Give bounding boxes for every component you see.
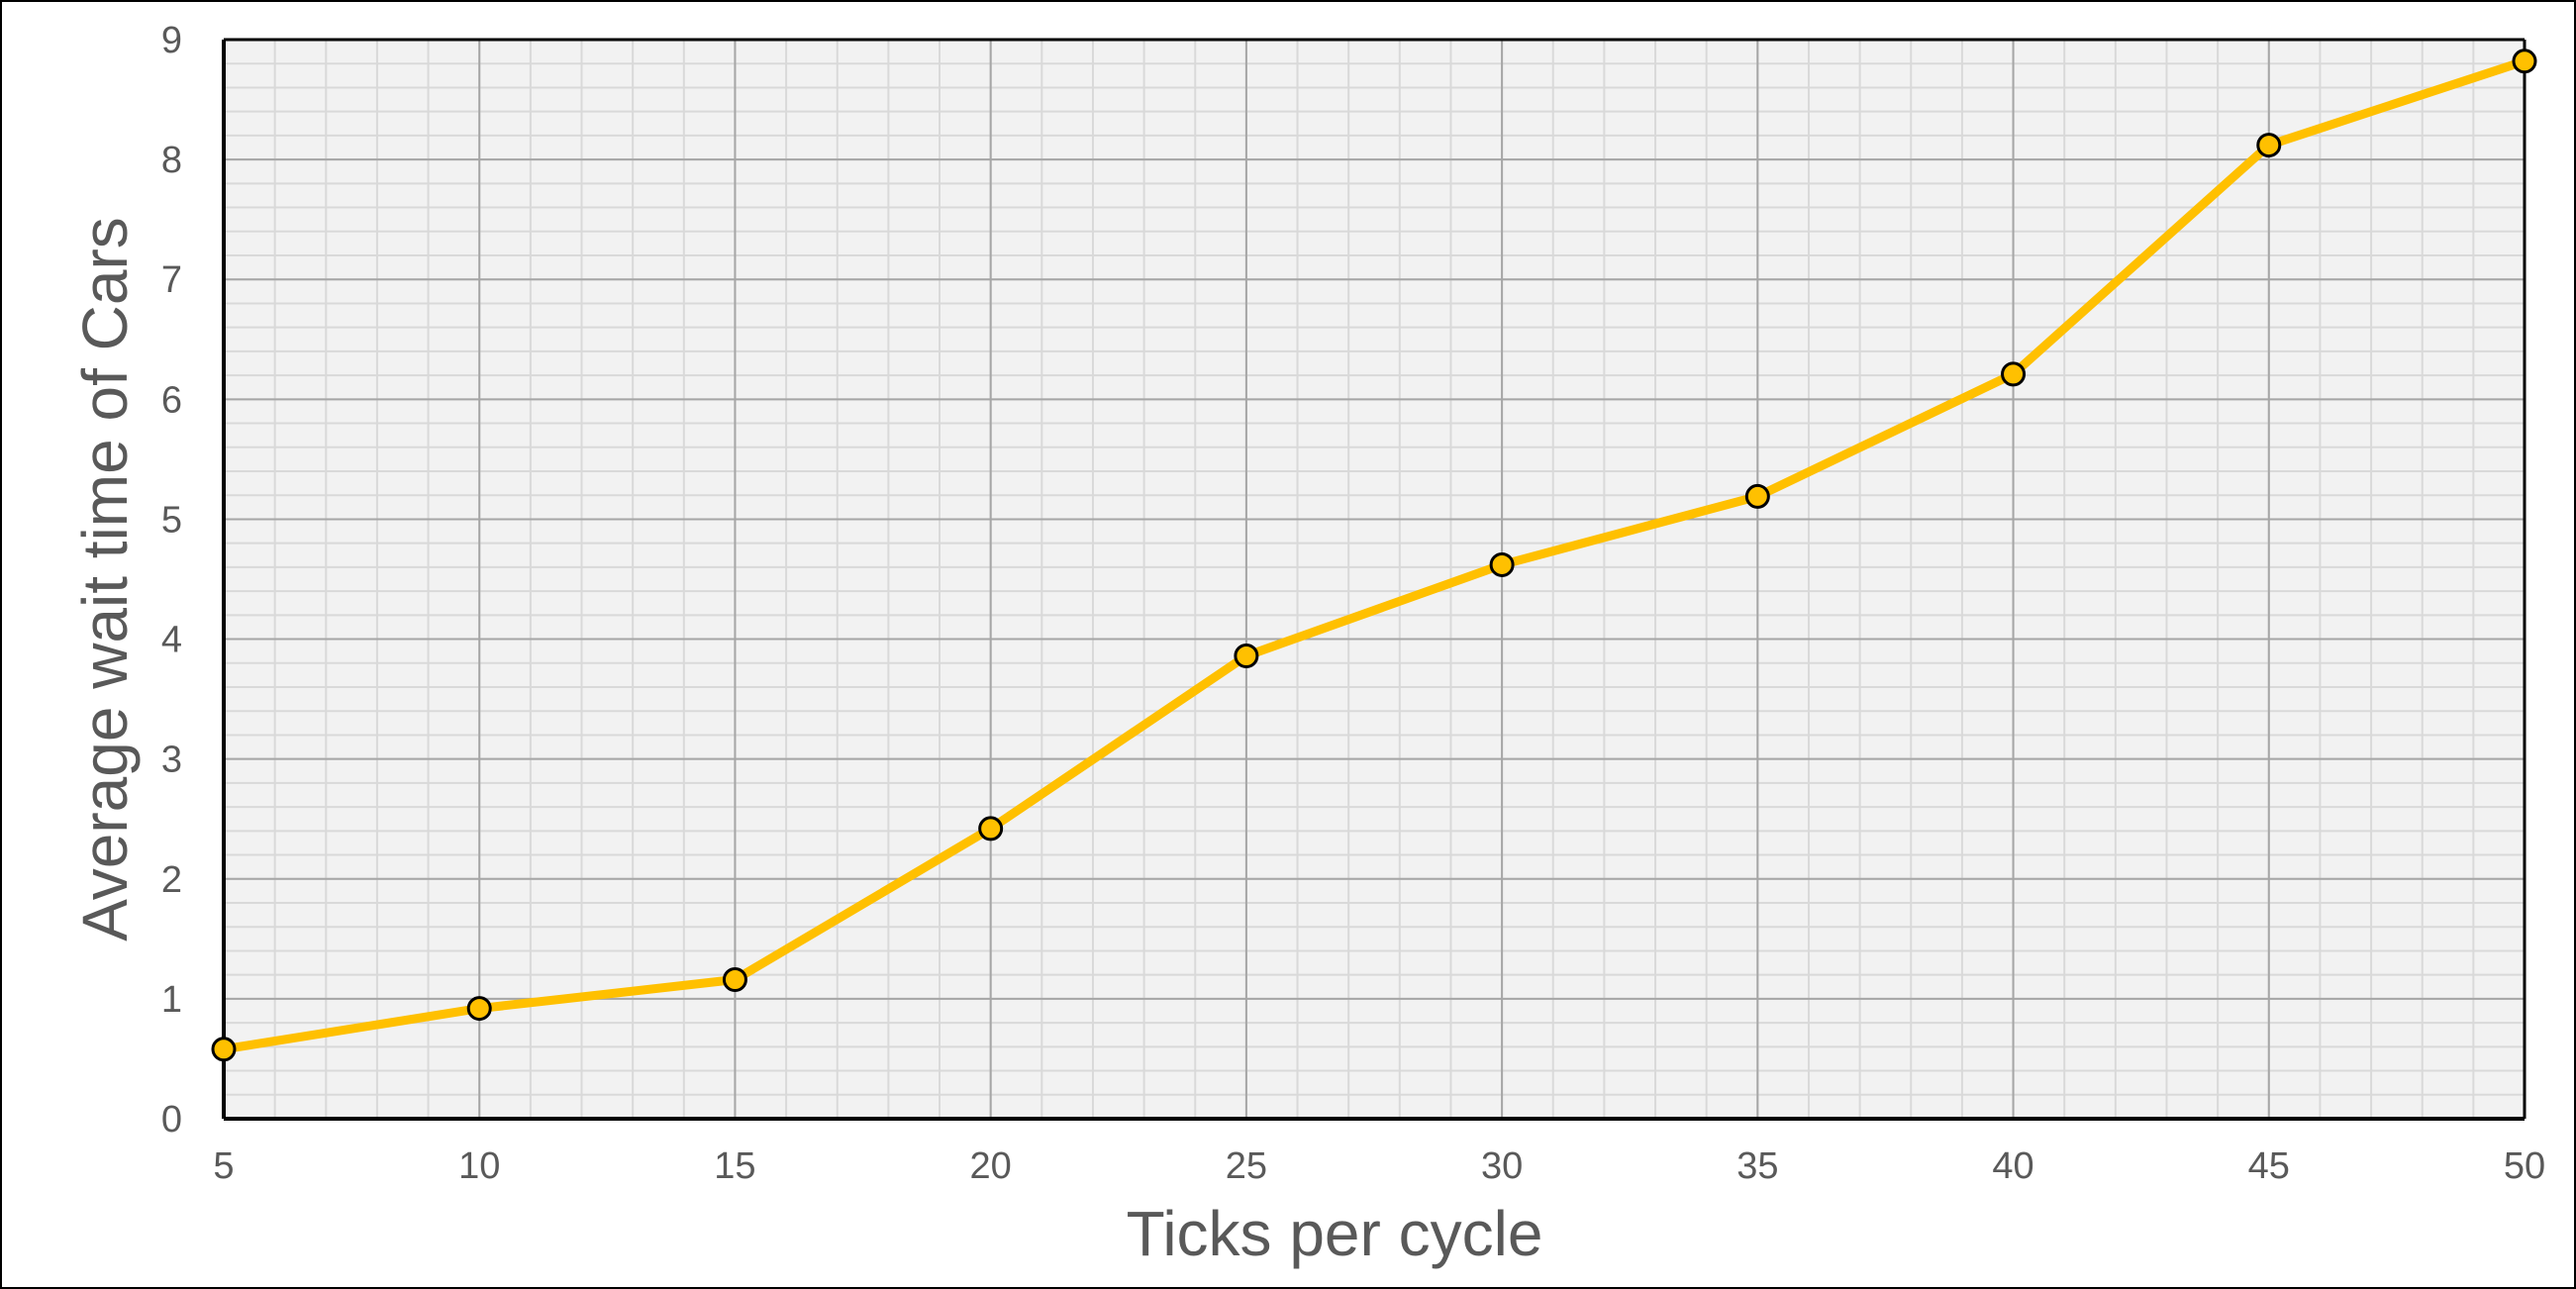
x-tick-label: 25 (1226, 1145, 1267, 1187)
data-point (1489, 551, 1515, 577)
y-tick-label: 3 (161, 740, 182, 781)
x-tick-label: 35 (1736, 1145, 1778, 1187)
data-point (2256, 133, 2282, 158)
x-tick-label: 10 (458, 1145, 500, 1187)
data-point (978, 816, 1004, 842)
y-tick-label: 1 (161, 979, 182, 1021)
y-tick-label: 7 (161, 259, 182, 301)
x-tick-label: 5 (213, 1145, 234, 1187)
y-tick-label: 0 (161, 1099, 182, 1140)
x-axis-title: Ticks per cycle (1127, 1198, 1543, 1269)
x-tick-label: 20 (970, 1145, 1012, 1187)
data-point (466, 996, 492, 1022)
y-tick-label: 8 (161, 140, 182, 181)
data-point (2512, 49, 2537, 74)
data-point (722, 967, 747, 993)
data-point (1234, 644, 1259, 669)
data-point (2001, 361, 2027, 387)
y-tick-label: 6 (161, 379, 182, 421)
axes (222, 38, 2526, 1121)
y-tick-label: 4 (161, 620, 182, 661)
series-layer (211, 49, 2537, 1062)
x-tick-label: 50 (2504, 1145, 2545, 1187)
x-tick-label: 30 (1481, 1145, 1523, 1187)
data-point (211, 1037, 237, 1062)
y-tick-label: 2 (161, 859, 182, 901)
plot-area (224, 40, 2525, 1119)
data-point (1744, 483, 1770, 509)
y-axis-title: Average wait time of Cars (69, 217, 141, 942)
minor-gridlines (223, 39, 2526, 1120)
x-tick-label: 15 (714, 1145, 755, 1187)
x-tick-label: 45 (2248, 1145, 2290, 1187)
x-tick-labels: 5 10 15 20 25 30 35 40 45 50 (213, 1145, 2545, 1187)
y-tick-label: 5 (161, 499, 182, 541)
x-tick-label: 40 (1992, 1145, 2033, 1187)
y-tick-label: 9 (161, 20, 182, 61)
y-tick-labels: 0 1 2 3 4 5 6 7 8 9 (161, 20, 182, 1140)
series-line (219, 56, 2529, 1054)
